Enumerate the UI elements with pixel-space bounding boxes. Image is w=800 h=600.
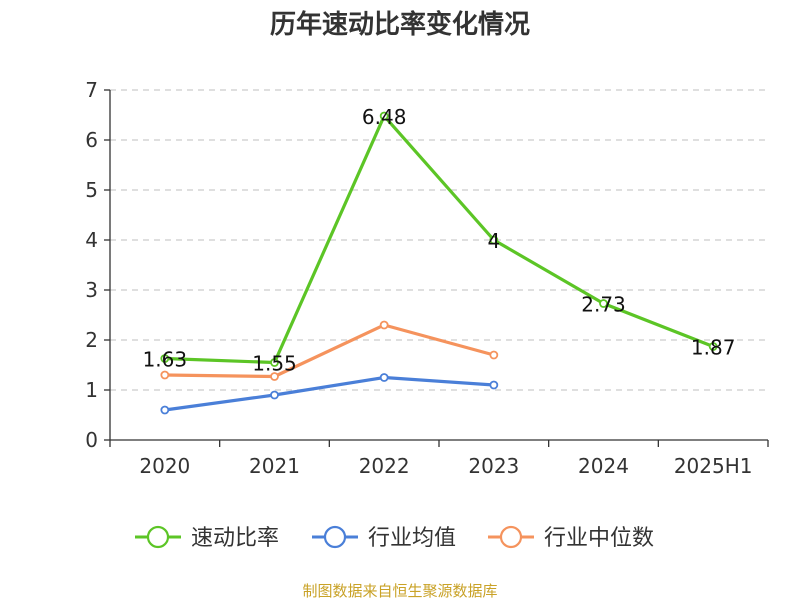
legend-label: 速动比率 <box>191 526 279 551</box>
x-tick-label: 2025H1 <box>674 454 753 478</box>
y-tick-label: 4 <box>85 228 98 252</box>
data-point <box>160 354 170 363</box>
series-line-1 <box>164 375 494 412</box>
data-point <box>379 320 389 330</box>
data-point <box>708 342 718 351</box>
data-label: 1.87 <box>691 336 736 360</box>
series-line-2 <box>164 323 495 379</box>
axes: 0 1 2 3 4 5 6 7 2020 2021 2022 2023 2024 2025H1 <box>85 78 769 478</box>
y-tick-label: 1 <box>85 378 98 402</box>
x-tick-label: 2020 <box>139 454 190 478</box>
y-tick-label: 5 <box>85 178 98 202</box>
data-label: 1.63 <box>143 348 188 372</box>
legend-item-1[interactable]: 行业均值 <box>312 525 456 551</box>
y-tick-label: 2 <box>85 328 98 352</box>
legend-label: 行业中位数 <box>544 526 654 551</box>
series-group <box>160 111 718 415</box>
chart-title: 历年速动比率变化情况 <box>270 9 530 40</box>
legend-marker <box>499 525 523 549</box>
legend[interactable]: 速动比率 行业均值 行业中位数 <box>135 525 654 551</box>
grid-lines <box>110 89 768 391</box>
data-point <box>270 372 279 381</box>
data-point <box>160 405 170 415</box>
y-tick-label: 7 <box>85 78 98 102</box>
data-point <box>489 380 499 390</box>
legend-item-0[interactable]: 速动比率 <box>135 525 279 551</box>
x-tick-label: 2023 <box>468 454 519 478</box>
data-point <box>379 111 389 121</box>
data-point <box>489 235 499 245</box>
data-label: 2.73 <box>581 293 626 317</box>
y-tick-label: 6 <box>85 128 98 152</box>
x-tick-label: 2022 <box>359 454 410 478</box>
data-labels: 1.63 1.55 6.48 4 2.73 1.87 <box>143 105 736 376</box>
data-point <box>489 350 499 360</box>
x-tick-label: 2021 <box>249 454 300 478</box>
data-label: 6.48 <box>362 105 407 129</box>
data-point <box>160 370 170 380</box>
y-tick-label: 3 <box>85 278 98 302</box>
legend-label: 行业均值 <box>368 526 456 551</box>
data-point <box>599 299 608 308</box>
data-label: 4 <box>487 229 500 253</box>
series-line-0 <box>164 114 714 365</box>
y-tick-label: 0 <box>85 428 98 452</box>
source-note: 制图数据来自恒生聚源数据库 <box>302 582 497 600</box>
data-point <box>379 373 389 382</box>
data-point <box>270 390 279 400</box>
legend-marker <box>323 525 347 549</box>
legend-item-2[interactable]: 行业中位数 <box>488 525 654 551</box>
data-label: 1.55 <box>252 352 297 376</box>
legend-marker <box>146 525 170 549</box>
data-point <box>270 358 279 367</box>
x-tick-label: 2024 <box>578 454 629 478</box>
